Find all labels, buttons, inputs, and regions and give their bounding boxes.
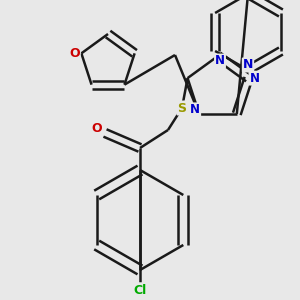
Text: N: N bbox=[215, 55, 225, 68]
Text: N: N bbox=[190, 103, 200, 116]
Text: N: N bbox=[249, 72, 260, 85]
Text: S: S bbox=[178, 101, 187, 115]
Text: O: O bbox=[69, 47, 80, 60]
Text: O: O bbox=[92, 122, 102, 136]
Text: Cl: Cl bbox=[134, 284, 147, 296]
Text: N: N bbox=[243, 58, 253, 71]
